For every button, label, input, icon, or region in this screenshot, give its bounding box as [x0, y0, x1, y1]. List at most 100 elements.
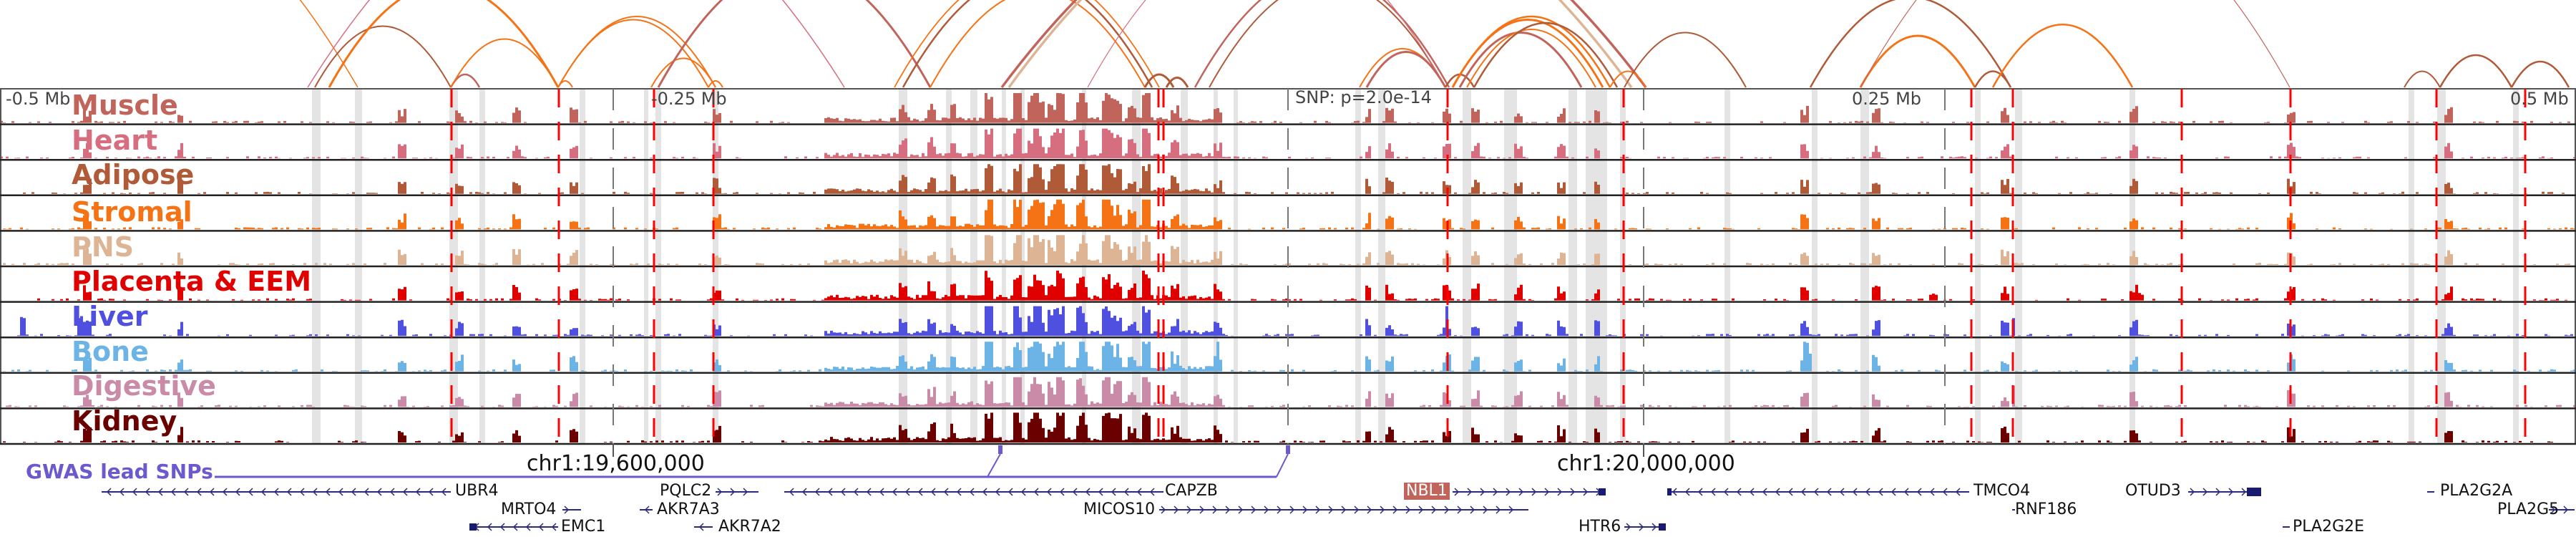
strand-arrow	[299, 488, 305, 496]
interaction-arc	[1473, 21, 1619, 88]
coordinate-label-19600000: chr1:19,600,000	[527, 451, 705, 476]
strand-arrow	[1749, 488, 1755, 496]
strand-arrow	[1480, 488, 1485, 496]
strand-arrow	[441, 488, 447, 496]
strand-arrow	[170, 488, 176, 496]
gene-label-nbl1[interactable]: NBL1	[1404, 483, 1450, 500]
strand-arrow	[1583, 488, 1589, 496]
interaction-arc	[894, 0, 1160, 88]
strand-arrow	[209, 488, 215, 496]
strand-arrow	[248, 488, 253, 496]
gwas-connector	[1276, 453, 1289, 478]
strand-arrow	[866, 488, 872, 496]
interaction-arc	[650, 57, 716, 88]
strand-arrow	[917, 488, 923, 496]
gene-track	[102, 488, 2575, 531]
strand-arrow	[1033, 488, 1039, 496]
strand-arrow	[1929, 488, 1935, 496]
strand-arrow	[1626, 523, 1631, 531]
strand-arrow	[499, 523, 505, 531]
interaction-arc	[557, 16, 716, 88]
signal-placenta-eem	[37, 271, 2567, 301]
strand-arrow	[2202, 488, 2208, 496]
track-label-heart: Heart	[72, 125, 158, 156]
interaction-arc	[1365, 51, 1447, 88]
gene-label-emc1[interactable]: EMC1	[561, 518, 606, 536]
track-label-pns: PNS	[72, 231, 135, 263]
gene-label-tmco4[interactable]: TMCO4	[1974, 482, 2031, 500]
gene-label-akr7a2[interactable]: AKR7A2	[718, 518, 781, 536]
interaction-arc	[1087, 0, 1446, 88]
axis-label-left: -0.5 Mb	[6, 89, 71, 109]
gene-label-otud3[interactable]: OTUD3	[2125, 482, 2181, 500]
track-borders	[0, 88, 2576, 445]
gwas-snp-marker	[1286, 445, 1290, 454]
strand-arrow	[538, 523, 544, 531]
strand-arrow	[1710, 488, 1716, 496]
gene-label-capzb[interactable]: CAPZB	[1165, 482, 1218, 500]
strand-arrow	[415, 488, 421, 496]
gene-label-pla2g5[interactable]: PLA2G5	[2497, 500, 2560, 518]
gene-label-pla2g2a[interactable]: PLA2G2A	[2440, 482, 2513, 500]
axis-label-mid-right: 0.25 Mb	[1852, 89, 1922, 109]
strand-arrow	[1199, 505, 1205, 514]
interaction-arc	[2404, 70, 2441, 88]
strand-arrow	[892, 488, 897, 496]
strand-arrow	[814, 488, 820, 496]
gene-label-htr6[interactable]: HTR6	[1579, 518, 1621, 536]
gene-label-ubr4[interactable]: UBR4	[455, 482, 499, 500]
interaction-arc	[1451, 15, 1611, 88]
gene-label-pla2g2e[interactable]: PLA2G2E	[2293, 518, 2365, 536]
strand-arrow	[698, 523, 704, 531]
strand-arrow	[1149, 488, 1155, 496]
gene-label-pqlc2[interactable]: PQLC2	[660, 482, 712, 500]
strand-arrow	[402, 488, 408, 496]
strand-arrow	[1238, 505, 1244, 514]
strand-arrow	[1470, 505, 1475, 514]
track-label-stromal: Stromal	[72, 196, 192, 228]
strand-arrow	[312, 488, 318, 496]
gene-label-rnf186[interactable]: RNF186	[2015, 500, 2077, 518]
strand-arrow	[1865, 488, 1870, 496]
gene-label-micos10[interactable]: MICOS10	[1083, 500, 1156, 518]
strand-arrow	[428, 488, 434, 496]
strand-arrow	[1212, 505, 1218, 514]
strand-arrow	[956, 488, 962, 496]
gene-label-akr7a3[interactable]: AKR7A3	[657, 500, 720, 518]
strand-arrow	[943, 488, 949, 496]
gwas-snp-marker	[998, 445, 1002, 454]
interaction-arc	[1859, 34, 1976, 88]
strand-arrow	[1506, 488, 1511, 496]
interaction-arc	[708, 80, 723, 88]
strand-arrow	[1839, 488, 1845, 496]
strand-arrow	[564, 505, 570, 514]
strand-arrow	[1020, 488, 1026, 496]
strand-arrow	[1942, 488, 1948, 496]
track-label-bone: Bone	[72, 336, 149, 367]
strand-arrow	[801, 488, 807, 496]
strand-arrow	[1341, 505, 1347, 514]
track-label-placenta: Placenta & EEM	[72, 266, 312, 297]
gene-label-mrto4[interactable]: MRTO4	[501, 500, 557, 518]
interaction-arc	[1194, 0, 1450, 88]
strand-arrow	[1723, 488, 1729, 496]
strand-arrow	[364, 488, 369, 496]
strand-arrow	[132, 488, 137, 496]
strand-arrow	[1289, 505, 1295, 514]
track-label-adipose: Adipose	[72, 159, 195, 190]
strand-arrow	[145, 488, 150, 496]
strand-arrow	[1161, 505, 1166, 514]
signal-pns	[3, 235, 2570, 265]
strand-arrow	[1557, 488, 1563, 496]
interaction-arc	[299, 0, 358, 88]
interaction-arc	[307, 0, 845, 88]
strand-arrow	[325, 488, 331, 496]
strand-arrow	[1328, 505, 1334, 514]
strand-arrow	[1916, 488, 1922, 496]
interaction-arc	[1209, 0, 1446, 88]
interaction-arcs	[299, 0, 2570, 89]
gwas-track-label: GWAS lead SNPs	[26, 460, 213, 483]
strand-arrow	[1544, 488, 1550, 496]
track-label-muscle: Muscle	[72, 90, 178, 121]
